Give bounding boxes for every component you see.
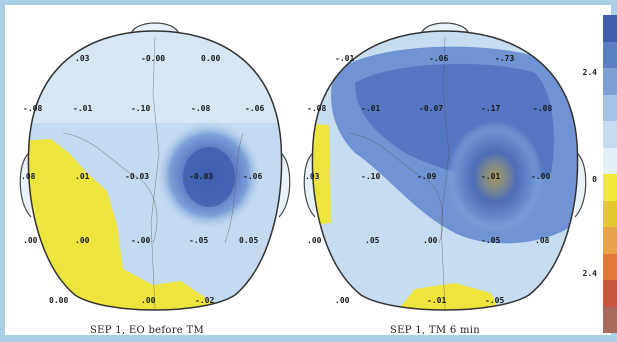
electrode-value: -.02: [195, 296, 214, 305]
color-scale-swatch: [603, 15, 617, 42]
electrode-value: -.06: [429, 54, 448, 63]
electrode-value: -.01: [335, 54, 354, 63]
electrode-value: .03: [305, 172, 320, 181]
electrode-values: .03 -0.00 0.00 -.08 -.01 -.10 -.08 -.06 .08 .01 -0…: [21, 54, 264, 305]
electrode-value: 0.00: [201, 54, 220, 63]
color-scale-swatch: [603, 68, 617, 95]
color-scale-swatch: [603, 227, 617, 254]
electrode-value: -0.03: [189, 172, 213, 181]
electrode-value: -.01: [481, 172, 500, 181]
color-scale-swatch: [603, 147, 617, 174]
electrode-value: -.05: [189, 236, 208, 245]
electrode-value: .00: [23, 236, 38, 245]
electrode-value: -.10: [361, 172, 380, 181]
head-map-before-tm: .03 -0.00 0.00 -.08 -.01 -.10 -.08 -.06 .08 .01 -0…: [13, 13, 298, 323]
color-scale-swatch: [603, 280, 617, 307]
head-outline: [311, 30, 579, 311]
electrode-value: .00: [423, 236, 438, 245]
electrode-value: -.08: [23, 104, 42, 113]
electrode-value: -.00: [531, 172, 550, 181]
electrode-value: .00: [307, 236, 322, 245]
color-scale-swatch: [603, 200, 617, 227]
scale-label-top: 2.4: [582, 68, 597, 77]
caption-before-tm: SEP 1, EO before TM: [90, 325, 204, 336]
electrode-value: .00: [141, 296, 156, 305]
electrode-value: -.01: [427, 296, 446, 305]
electrode-value: -.09: [417, 172, 436, 181]
electrode-values: -.01 -.06 -.73 -.08 -.01 -0.07 -.17 -.08 .03 -.10…: [305, 54, 552, 305]
electrode-value: -.10: [131, 104, 150, 113]
head-map-tm-6-min: -.01 -.06 -.73 -.08 -.01 -0.07 -.17 -.08 .03 -.10…: [295, 13, 595, 323]
electrode-value: -.06: [243, 172, 262, 181]
electrode-value: -.06: [245, 104, 264, 113]
electrode-value: 0.05: [239, 236, 258, 245]
electrode-value: -0.03: [125, 172, 149, 181]
electrode-value: .08: [535, 236, 550, 245]
caption-tm-6-min: SEP 1, TM 6 min: [389, 325, 481, 336]
color-scale-swatch: [603, 94, 617, 121]
electrode-value: -.73: [495, 54, 514, 63]
electrode-value: 0.00: [49, 296, 68, 305]
electrode-value: -.01: [73, 104, 92, 113]
figure-panel: .03 -0.00 0.00 -.08 -.01 -.10 -.08 -.06.08.01 -0…: [5, 5, 617, 336]
electrode-value: .08: [21, 172, 36, 181]
head-outline: [27, 30, 283, 311]
electrode-value: -.05: [481, 236, 500, 245]
color-scale-bar: [603, 15, 617, 333]
electrode-value: .05: [365, 236, 380, 245]
color-scale-swatch: [603, 253, 617, 280]
electrode-value: -0.00: [141, 54, 165, 63]
electrode-value: -.17: [481, 104, 500, 113]
head-map-svg: -.01 -.06 -.73 -.08 -.01 -0.07 -.17 -.08 .03 -.10…: [303, 22, 587, 311]
scale-label-zero: 0: [592, 175, 597, 184]
head-map-svg: .03 -0.00 0.00 -.08 -.01 -.10 -.08 -.06 .08 .01 -0…: [19, 22, 291, 311]
electrode-value: -.08: [533, 104, 552, 113]
electrode-value: -0.07: [419, 104, 443, 113]
color-scale-swatch: [603, 306, 617, 333]
color-scale-swatch: [603, 41, 617, 68]
electrode-value: -.00: [131, 236, 150, 245]
electrode-value: .00: [335, 296, 350, 305]
electrode-value: -.08: [191, 104, 210, 113]
electrode-value: -.05: [485, 296, 504, 305]
electrode-value: -.01: [361, 104, 380, 113]
color-scale-swatch: [603, 174, 617, 201]
electrode-value: .01: [75, 172, 90, 181]
color-scale-swatch: [603, 121, 617, 148]
electrode-value: .03: [75, 54, 90, 63]
scale-label-bottom: 2.4: [582, 269, 597, 278]
electrode-value: -.08: [307, 104, 326, 113]
electrode-value: .00: [75, 236, 90, 245]
